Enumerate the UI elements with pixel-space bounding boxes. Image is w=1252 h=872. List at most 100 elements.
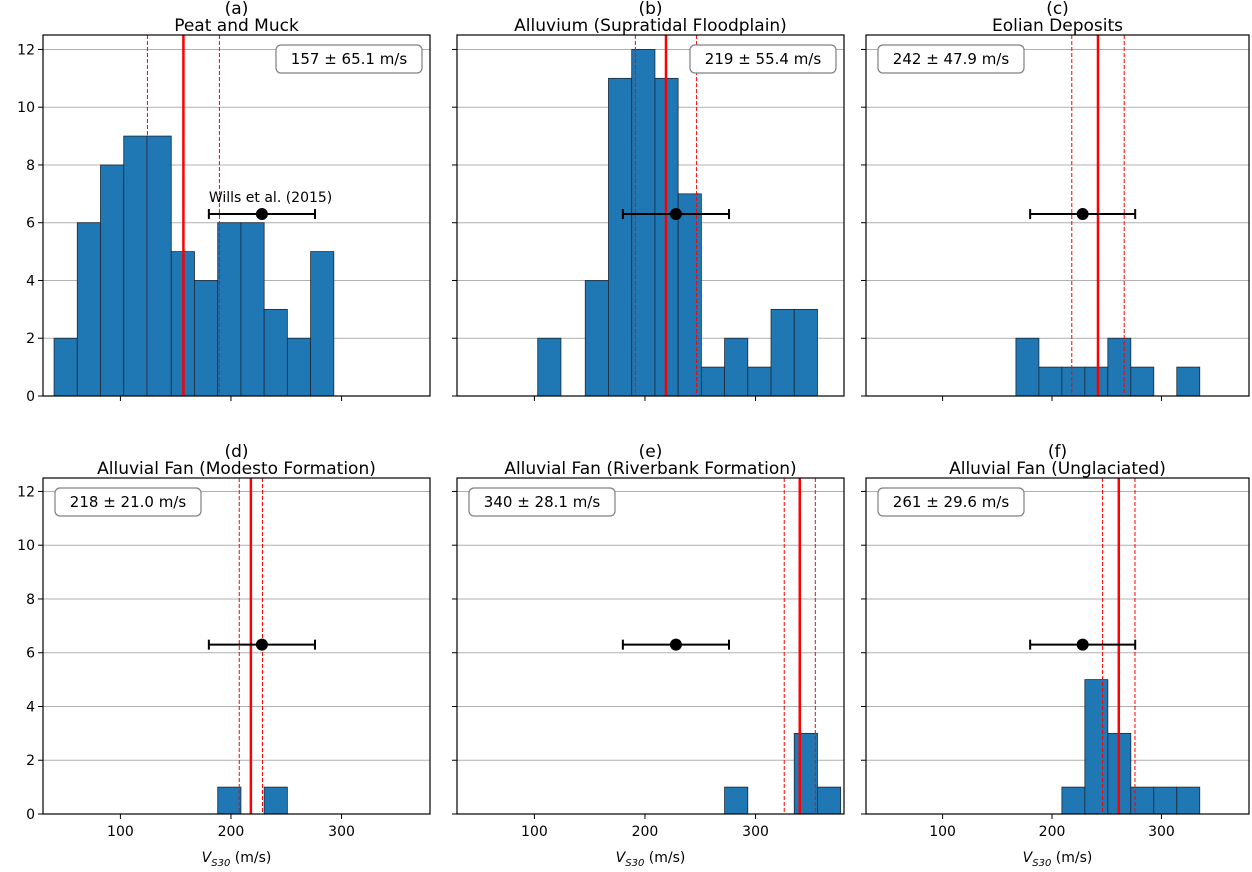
axes-frame xyxy=(42,34,431,397)
histogram-bar xyxy=(263,786,288,815)
reference-point xyxy=(1076,208,1089,221)
x-axis-label: VS30 (m/s) xyxy=(616,850,686,869)
panel-f: 100 200 300 VS30 (m/s) (f)Alluvial Fan (Ungl… xyxy=(861,442,1250,869)
histogram-bar xyxy=(793,732,818,815)
x-tick-label: 100 xyxy=(521,824,548,840)
reference-label: Wills et al. (2015) xyxy=(209,190,332,206)
histogram-bar xyxy=(700,366,725,397)
x-tick-label: 200 xyxy=(1039,824,1066,840)
panel-title: Alluvial Fan (Riverbank Formation) xyxy=(504,459,796,479)
histogram-bar xyxy=(793,308,818,397)
stat-label: 218 ± 21.0 m/s xyxy=(70,493,187,511)
histogram-bar xyxy=(217,222,242,397)
histogram-bar xyxy=(537,337,562,397)
panel-title: Alluvial Fan (Modesto Formation) xyxy=(97,459,376,479)
y-tick-label: 12 xyxy=(17,42,35,58)
y-tick-label: 4 xyxy=(26,699,35,715)
histogram-bar xyxy=(1130,366,1155,397)
stat-box xyxy=(275,44,423,74)
histogram-bar xyxy=(76,222,101,397)
y-tick-label: 0 xyxy=(26,807,35,823)
panel-title: Peat and Muck xyxy=(174,16,299,36)
histogram-bar xyxy=(1176,366,1201,397)
histogram-bar xyxy=(724,337,749,397)
y-tick-label: 6 xyxy=(26,216,35,232)
y-tick-label: 6 xyxy=(26,646,35,662)
histogram-bar xyxy=(53,337,78,397)
histogram-bar xyxy=(123,135,148,397)
x-tick-label: 200 xyxy=(632,824,659,840)
y-tick-label: 10 xyxy=(17,538,35,554)
stat-box xyxy=(877,44,1025,74)
panel-d: 0 2 4 6 8 10 12 100 200 300 VS30 (m/s) (d)Alluvial … xyxy=(17,442,431,869)
x-tick-label: 300 xyxy=(328,824,355,840)
histogram-bar xyxy=(817,786,842,815)
axes-frame xyxy=(456,34,845,397)
x-axis-label: VS30 (m/s) xyxy=(1023,850,1093,869)
x-tick-label: 200 xyxy=(218,824,245,840)
y-tick-label: 0 xyxy=(26,389,35,405)
y-tick-label: 8 xyxy=(26,158,35,174)
panel-label: (b) xyxy=(638,0,662,19)
axes-frame xyxy=(456,477,845,815)
y-tick-label: 12 xyxy=(17,484,35,500)
y-tick-label: 2 xyxy=(26,753,35,769)
stat-box xyxy=(54,487,202,517)
histogram-bar xyxy=(1130,786,1155,815)
panel-a: Wills et al. (2015) 0 2 4 6 8 10 12 (a)Peat and … xyxy=(17,0,431,405)
reference-point xyxy=(669,208,682,221)
histogram-bar xyxy=(1107,337,1132,397)
panel-label: (e) xyxy=(639,442,663,462)
stat-box xyxy=(877,487,1025,517)
axes-frame xyxy=(42,477,431,815)
histogram-bar xyxy=(747,366,772,397)
stat-label: 261 ± 29.6 m/s xyxy=(893,493,1010,511)
histogram-bar xyxy=(1084,366,1109,397)
x-tick-label: 300 xyxy=(1148,824,1175,840)
y-tick-label: 4 xyxy=(26,273,35,289)
axes-frame xyxy=(865,477,1250,815)
histogram-bar xyxy=(1061,366,1086,397)
histogram-bar xyxy=(1061,786,1086,815)
histogram-bar xyxy=(770,308,795,397)
histogram-bar xyxy=(194,280,219,397)
x-tick-label: 100 xyxy=(107,824,134,840)
panel-e: 100 200 300 VS30 (m/s) (e)Alluvial Fan (Rive… xyxy=(452,442,845,869)
histogram-bar xyxy=(263,308,288,397)
stat-label: 242 ± 47.9 m/s xyxy=(893,50,1010,68)
histogram-bar xyxy=(1176,786,1201,815)
stat-label: 340 ± 28.1 m/s xyxy=(484,493,601,511)
x-tick-label: 100 xyxy=(929,824,956,840)
histogram-bar xyxy=(1038,366,1063,397)
panel-title: Alluvial Fan (Unglaciated) xyxy=(949,459,1166,479)
histogram-bar xyxy=(1153,786,1178,815)
histogram-bar xyxy=(310,251,335,397)
reference-point xyxy=(255,638,268,651)
histogram-bar xyxy=(146,135,172,397)
histogram-bar xyxy=(286,337,311,397)
stat-box xyxy=(689,44,837,74)
stat-box xyxy=(468,487,616,517)
histogram-bar xyxy=(1084,679,1109,815)
stat-label: 157 ± 65.1 m/s xyxy=(291,50,408,68)
histogram-bar xyxy=(240,222,265,397)
reference-point xyxy=(255,208,268,221)
panel-title: Eolian Deposits xyxy=(992,16,1123,36)
panel-label: (f) xyxy=(1048,442,1067,462)
panel-b: (b)Alluvium (Supratidal Floodplain) 219 ±… xyxy=(452,0,845,401)
histogram-bar xyxy=(584,280,609,397)
reference-point xyxy=(1076,638,1089,651)
panel-label: (a) xyxy=(225,0,249,19)
panel-c: (c)Eolian Deposits 242 ± 47.9 m/s xyxy=(861,0,1250,401)
x-axis-label: VS30 (m/s) xyxy=(202,850,272,869)
histogram-bar xyxy=(217,786,242,815)
y-tick-label: 10 xyxy=(17,100,35,116)
panel-label: (c) xyxy=(1046,0,1069,19)
histogram-bar xyxy=(677,193,702,397)
panel-title: Alluvium (Supratidal Floodplain) xyxy=(514,16,787,36)
histogram-bar xyxy=(100,164,125,397)
y-tick-label: 2 xyxy=(26,331,35,347)
panel-label: (d) xyxy=(224,442,248,462)
histogram-bar xyxy=(1015,337,1040,397)
histogram-bar xyxy=(608,77,633,397)
